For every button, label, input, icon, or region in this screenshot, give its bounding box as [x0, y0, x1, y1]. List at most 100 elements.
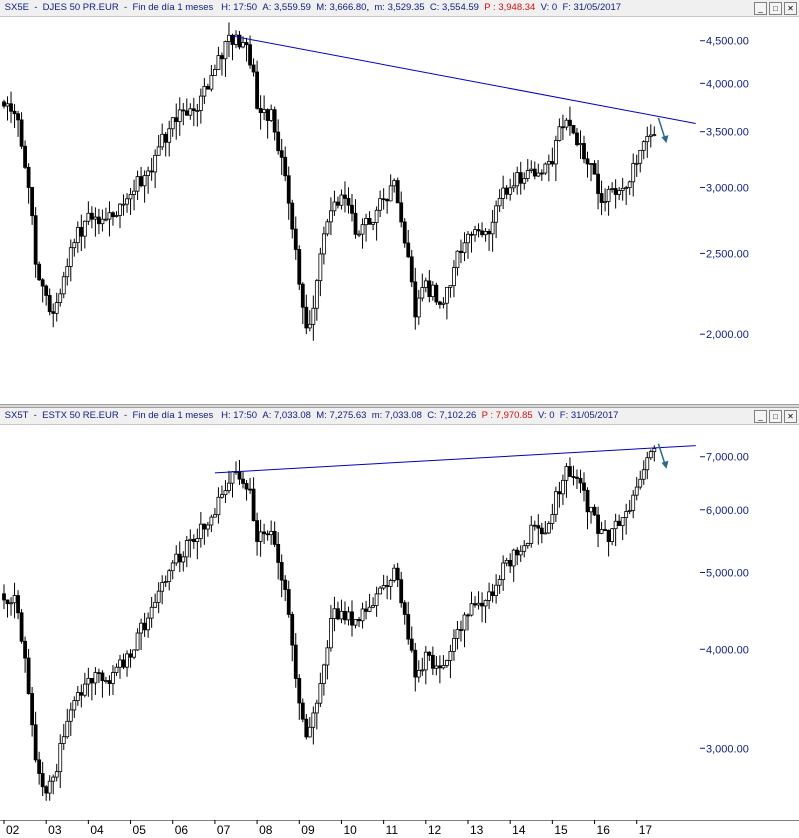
candle-body [603, 529, 607, 531]
close-button[interactable]: ✕ [784, 2, 797, 15]
candle-body [592, 506, 597, 516]
candle-body [627, 181, 632, 189]
candle-body [596, 173, 600, 194]
candle-body [146, 170, 151, 176]
candle-body [26, 657, 31, 694]
candle-body [107, 680, 112, 684]
candle-body [553, 140, 558, 165]
x-tick-label: 10 [343, 823, 357, 837]
candle-body [441, 665, 446, 669]
minimize-button[interactable]: _ [754, 2, 767, 15]
candle-body [469, 233, 474, 236]
candle-body [149, 170, 154, 173]
p-value: 3,948.34 [498, 2, 536, 13]
candle-body [332, 608, 337, 619]
candle-body [198, 95, 203, 111]
candle-body [462, 614, 467, 631]
candle-body [402, 221, 407, 244]
candle-body [174, 117, 179, 123]
trendline [231, 35, 696, 124]
candle-body [167, 570, 172, 582]
price-chart-sx5e: 2,000.00 2,500.00 3,000.00 3,500.00 4,000.00… [2, 22, 749, 341]
y-tick-label: 3,500.00 [706, 127, 749, 139]
candle-body [350, 611, 354, 626]
candle-body [79, 227, 84, 237]
candle-body [237, 34, 242, 48]
candle-body [610, 528, 615, 542]
down-arrow-head [661, 460, 669, 469]
candle-body [641, 469, 646, 480]
candle-body [589, 163, 593, 165]
price-chart-sx5t: 3,000.00 4,000.00 5,000.00 6,000.00 7,000.00 [2, 443, 749, 801]
candle-body [93, 216, 98, 220]
candle-body [546, 523, 551, 534]
candle-body [33, 724, 38, 761]
candle-body [132, 649, 136, 658]
candle-body [68, 709, 73, 722]
y-tick-label: 2,500.00 [706, 248, 749, 260]
maximize-button[interactable]: □ [769, 410, 782, 423]
candle-body [153, 601, 158, 608]
candle-body [427, 651, 432, 656]
candle-body [114, 666, 119, 673]
candle-body [374, 593, 379, 606]
candle-body [286, 589, 291, 615]
candle-body [82, 683, 87, 696]
candle-body [599, 529, 604, 534]
x-tick-label: 13 [470, 823, 484, 837]
minimize-button[interactable]: _ [754, 410, 767, 423]
m-label: M: [316, 2, 327, 13]
candle-body [645, 457, 650, 471]
candle-body [255, 520, 259, 542]
candle-body [205, 86, 210, 90]
candle-body [160, 582, 165, 592]
candle-body [184, 110, 189, 116]
close-button[interactable]: ✕ [784, 410, 797, 423]
candle-body [504, 187, 509, 195]
y-tick-label: 4,500.00 [706, 36, 749, 48]
candle-body [202, 523, 207, 530]
candle-body [624, 187, 629, 190]
candle-body [610, 188, 615, 190]
candle-body [420, 287, 425, 299]
instrument-name: ESTX 50 RE.EUR [42, 410, 119, 421]
candle-body [360, 608, 365, 622]
candle-body [385, 585, 390, 587]
f-label: F: [559, 410, 569, 421]
candle-body [452, 638, 456, 652]
candle-body [100, 218, 105, 225]
candle-body [125, 198, 129, 205]
candle-body [343, 610, 347, 621]
candle-body [58, 743, 63, 773]
candle-body [255, 71, 259, 109]
candle-body [550, 514, 555, 524]
candle-body [251, 64, 256, 73]
candle-body [430, 284, 435, 298]
candle-body [515, 549, 520, 556]
y-tick-label: 4,000.00 [706, 644, 749, 656]
candle-body [332, 201, 337, 212]
candle-body [265, 533, 270, 536]
candle-body [307, 323, 312, 329]
candle-body [304, 718, 309, 738]
candle-body [321, 233, 326, 255]
m-label: M: [316, 410, 327, 421]
candle-body [459, 250, 463, 254]
candle-body [82, 220, 87, 237]
candle-body [564, 119, 569, 128]
c-value: 3,554.59 [441, 2, 479, 13]
a-label: A: [262, 410, 272, 421]
candle-body [54, 302, 59, 314]
y-tick-label: 6,000.00 [706, 505, 749, 517]
maximize-button[interactable]: □ [769, 2, 782, 15]
candle-body [515, 172, 520, 187]
p-label: P : [481, 410, 494, 421]
candle-body [487, 591, 491, 601]
panel-separator[interactable] [0, 404, 799, 408]
candle-body [58, 293, 63, 303]
candle-body [23, 145, 27, 168]
candle-body [575, 476, 579, 479]
candle-body [564, 466, 569, 481]
candle-body [613, 188, 618, 195]
candle-body [279, 150, 284, 158]
